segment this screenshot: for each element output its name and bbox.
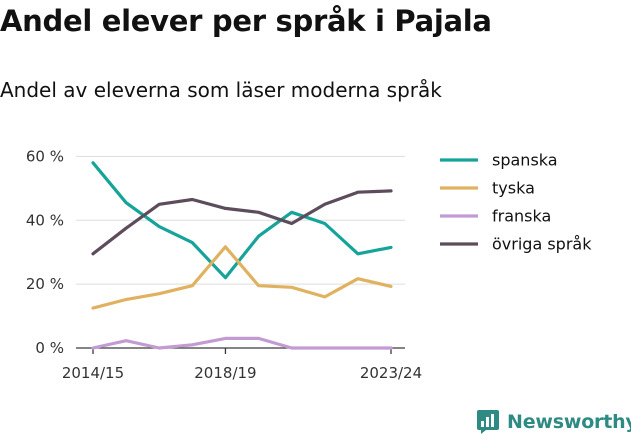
y-tick-label: 60 %: [26, 147, 64, 165]
brand-name: Newsworthy: [507, 411, 631, 433]
y-tick-label: 0 %: [35, 339, 64, 357]
series-line-tyska: [91, 245, 393, 310]
bar-chart-logo-icon: [477, 410, 499, 434]
legend-label: övriga språk: [492, 235, 592, 254]
legend-label: spanska: [492, 151, 558, 170]
series-line-övriga-språk: [91, 189, 393, 256]
series-line-franska: [91, 336, 393, 350]
x-tick-label: 2018/19: [194, 364, 256, 382]
page-title: Andel elever per språk i Pajala: [0, 4, 492, 38]
legend-label: tyska: [492, 179, 535, 198]
legend-label: franska: [492, 207, 551, 226]
y-tick-label: 40 %: [26, 211, 64, 229]
brand-logo: Newsworthy: [476, 409, 631, 435]
x-tick-label: 2023/24: [360, 364, 422, 382]
y-tick-label: 20 %: [26, 275, 64, 293]
page-subtitle: Andel av eleverna som läser moderna språ…: [0, 78, 442, 102]
x-tick-label: 2014/15: [62, 364, 124, 382]
